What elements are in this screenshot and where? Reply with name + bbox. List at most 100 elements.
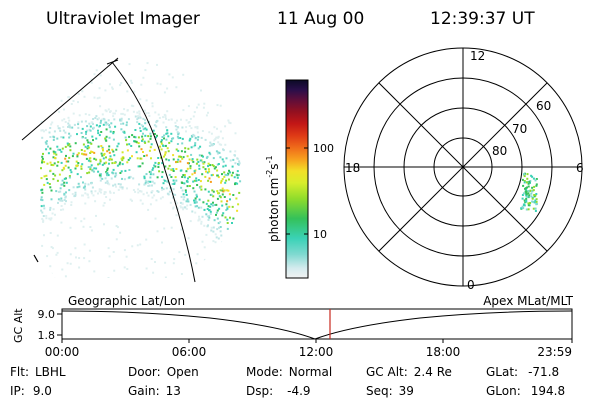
aurora-pixel — [164, 153, 167, 156]
aurora-pixel — [188, 60, 191, 63]
aurora-pixel — [112, 112, 115, 115]
aurora-pixel — [227, 119, 230, 122]
status-door: Door: Open — [128, 365, 199, 379]
aurora-pixel — [194, 142, 197, 145]
aurora-pixel — [188, 162, 190, 165]
instrument-title: Ultraviolet Imager — [46, 9, 200, 29]
aurora-pixel — [156, 190, 159, 192]
aurora-pixel — [208, 215, 211, 218]
aurora-pixel — [107, 174, 110, 177]
aurora-pixel — [50, 272, 53, 275]
aurora-pixel — [194, 197, 197, 200]
aurora-pixel — [91, 135, 94, 138]
aurora-pixel — [114, 183, 117, 186]
aurora-pixel — [162, 121, 165, 124]
aurora-pixel — [171, 183, 174, 185]
aurora-pixel — [527, 190, 530, 192]
aurora-pixel — [156, 119, 159, 122]
aurora-pixel — [179, 205, 182, 208]
aurora-pixel — [525, 208, 528, 211]
aurora-pixel — [201, 161, 204, 164]
aurora-pixel — [120, 170, 123, 173]
aurora-pixel — [49, 127, 52, 129]
aurora-pixel — [92, 139, 94, 142]
aurora-pixel — [145, 173, 148, 176]
aurora-pixel — [72, 186, 75, 189]
aurora-pixel — [84, 120, 87, 123]
aurora-pixel — [186, 167, 189, 170]
aurora-pixel — [534, 210, 537, 212]
aurora-pixel — [180, 155, 182, 158]
aurora-pixel — [224, 181, 227, 184]
aurora-pixel — [173, 183, 176, 185]
aurora-pixel — [85, 153, 88, 156]
aurora-pixel — [180, 196, 183, 198]
aurora-pixel — [175, 168, 178, 170]
aurora-pixel — [166, 147, 169, 150]
aurora-pixel — [101, 118, 104, 121]
aurora-pixel — [98, 87, 101, 90]
aurora-pixel — [527, 208, 530, 211]
aurora-pixel — [164, 144, 167, 147]
aurora-pixel — [102, 157, 105, 160]
aurora-pixel — [94, 117, 97, 119]
aurora-pixel — [40, 196, 43, 199]
aurora-pixel — [207, 165, 209, 168]
aurora-pixel — [203, 258, 206, 261]
aurora-pixel — [198, 154, 201, 157]
aurora-pixel — [108, 183, 111, 186]
aurora-pixel — [192, 160, 195, 163]
aurora-pixel — [182, 73, 185, 76]
aurora-pixel — [522, 184, 525, 187]
polar-meridian — [378, 82, 548, 252]
aurora-pixel — [157, 162, 160, 164]
aurora-pixel — [93, 270, 96, 273]
aurora-pixel — [149, 173, 152, 176]
aurora-pixel — [120, 82, 123, 85]
aurora-pixel — [179, 169, 182, 172]
aurora-pixel — [60, 136, 63, 139]
aurora-pixel — [66, 142, 69, 145]
aurora-pixel — [220, 143, 223, 146]
aurora-pixel — [58, 127, 61, 130]
aurora-pixel — [84, 185, 86, 188]
aurora-pixel — [140, 190, 143, 193]
aurora-pixel — [530, 174, 533, 177]
aurora-pixel — [64, 275, 67, 278]
aurora-pixel — [196, 127, 199, 130]
aurora-pixel — [217, 237, 220, 240]
aurora-pixel — [236, 176, 239, 179]
aurora-pixel — [528, 194, 531, 197]
aurora-pixel — [147, 112, 150, 115]
aurora-pixel — [95, 115, 98, 118]
aurora-pixel — [99, 74, 102, 77]
aurora-pixel — [221, 137, 224, 140]
aurora-pixel — [535, 184, 538, 187]
aurora-pixel — [238, 94, 241, 97]
aurora-pixel — [210, 226, 213, 229]
aurora-pixel — [235, 220, 238, 223]
aurora-pixel — [164, 165, 167, 168]
aurora-pixel — [153, 164, 156, 167]
aurora-pixel — [68, 132, 71, 135]
aurora-pixel — [225, 209, 228, 211]
aurora-pixel — [216, 217, 219, 220]
aurora-pixel — [89, 160, 92, 163]
coast-fragment — [106, 59, 119, 65]
aurora-pixel — [200, 222, 203, 225]
aurora-pixel — [90, 229, 93, 232]
aurora-pixel — [84, 145, 87, 148]
aurora-pixel — [141, 135, 144, 138]
aurora-pixel — [43, 234, 45, 237]
aurora-pixel — [74, 247, 77, 250]
aurora-pixel — [154, 217, 157, 220]
aurora-pixel — [187, 177, 189, 180]
aurora-pixel — [45, 178, 48, 181]
aurora-pixel — [104, 181, 107, 184]
aurora-pixel — [201, 173, 204, 176]
aurora-pixel — [124, 169, 127, 172]
aurora-pixel — [180, 150, 183, 153]
aurora-pixel — [235, 269, 238, 272]
aurora-pixel — [209, 141, 212, 144]
aurora-pixel — [238, 162, 241, 165]
